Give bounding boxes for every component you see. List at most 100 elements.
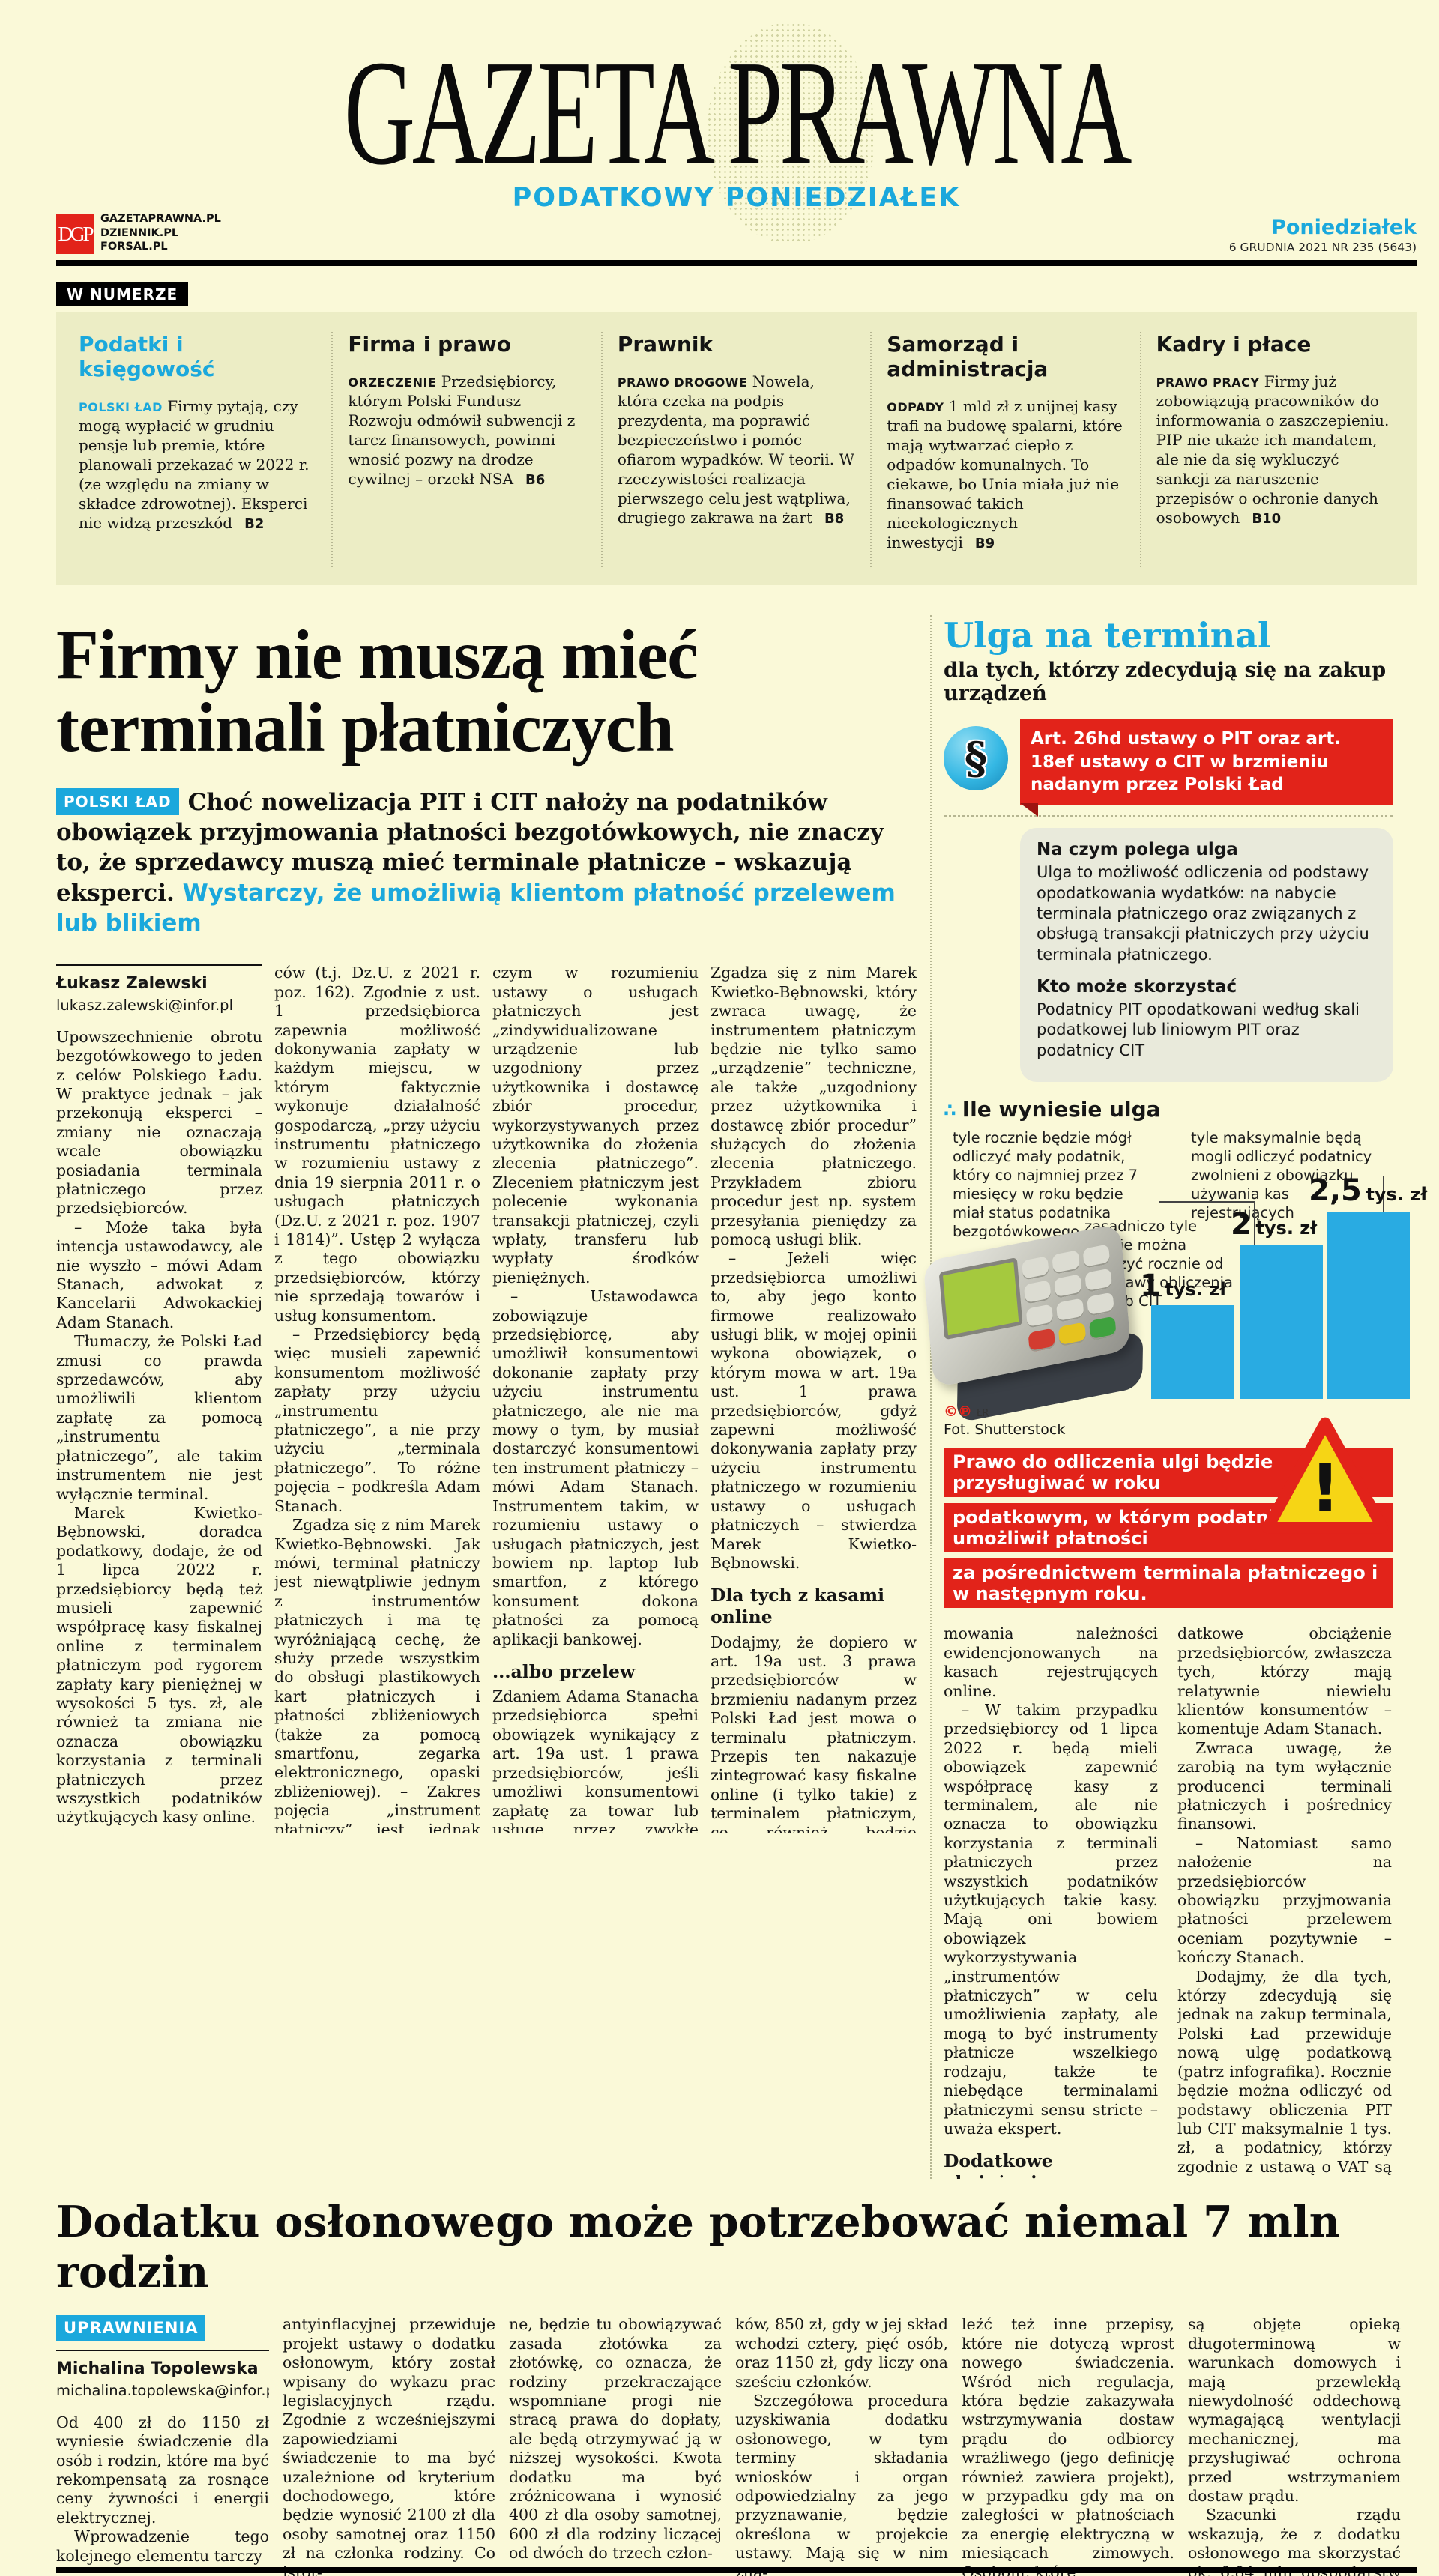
- dgp-logo: DGP: [56, 214, 94, 254]
- globe-halftone-icon: [707, 22, 875, 244]
- bottom-column-4: ków, 850 zł, gdy w jej skład wchodzi czt…: [735, 2315, 948, 2576]
- section-teaser: ORZECZENIE Przedsiębiorcy, którym Polski…: [348, 372, 585, 489]
- article-paragraph: czym w rozumieniu ustawy o usługach płat…: [492, 964, 699, 1287]
- bottom-kicker-badge: UPRAWNIENIA: [56, 2315, 206, 2341]
- article-paragraph: Zgadza się z nim Marek Kwietko-Bębnowski…: [711, 964, 917, 1248]
- terminal-screen: [938, 1257, 1023, 1340]
- author-email: michalina.topolewska@infor.pl: [56, 2381, 269, 2399]
- section-teaser: ODPADY 1 mld zł z unijnej kasy trafi na …: [887, 396, 1124, 552]
- section-kicker: POLSKI ŁAD: [79, 400, 163, 414]
- page-bottom-rule: [56, 2567, 1417, 2574]
- article-paragraph: Upowszechnienie obrotu bezgotówkowego to…: [56, 1027, 262, 1218]
- main-lede: POLSKI ŁAD Choć nowelizacja PIT i CIT nał…: [56, 787, 918, 938]
- infographic-subtitle: dla tych, którzy zdecydują się na zakup …: [944, 659, 1387, 706]
- site-gazetaprawna: GAZETAPRAWNA.PL: [100, 213, 221, 226]
- bottom-column-2: antyinflacyjnej przewiduje projekt ustaw…: [283, 2315, 495, 2576]
- article-paragraph: ców (t.j. Dz.U. z 2021 r. poz. 162). Zgo…: [274, 964, 480, 1325]
- photo-credit: ©℗ ŁR Fot. Shutterstock: [944, 1403, 1393, 1439]
- in-this-issue-strip: Podatki i księgowość POLSKI ŁAD Firmy py…: [56, 312, 1417, 586]
- section-kicker: PRAWO PRACY: [1156, 375, 1260, 390]
- article-paragraph: Dodajmy, że dla tych, którzy zdecydują s…: [1177, 1967, 1392, 2180]
- section-teaser: POLSKI ŁAD Firmy pytają, czy mogą wypłac…: [79, 396, 316, 533]
- main-article: Firmy nie muszą mieć terminali płatniczy…: [56, 615, 918, 2179]
- explainer-title-1: Na czym polega ulga: [1037, 840, 1238, 860]
- page-ref: B10: [1252, 511, 1282, 527]
- section-title: Prawnik: [617, 332, 714, 357]
- bottom-column-5: leźć też inne przepisy, które nie dotycz…: [962, 2315, 1174, 2576]
- article-paragraph: są objęte opieką długoterminową w warunk…: [1188, 2315, 1401, 2505]
- article-columns-continued: mowania należności ewidencjonowanych na …: [944, 1624, 1393, 2179]
- bar-unit: tys. zł: [1255, 1217, 1318, 1239]
- section-text: 1 mld zł z unijnej kasy trafi na budowę …: [887, 397, 1123, 551]
- infographic-title: Ulga na terminal: [944, 615, 1271, 656]
- chart-heading: ∴ Ile wyniesie ulga: [944, 1097, 1393, 1122]
- bottom-column-3: ne, będzie tu obowiązywać zasada złotówk…: [509, 2315, 722, 2576]
- article-paragraph: – Przedsiębiorcy będą więc musieli zapew…: [274, 1325, 480, 1515]
- warning-banner: ! Prawo do odliczenia ulgi będzie przysł…: [944, 1417, 1393, 1609]
- bottom-article: Dodatku osłonowego może potrzebować niem…: [56, 2197, 1417, 2576]
- article-columns: Łukasz Zalewski lukasz.zalewski@infor.pl…: [56, 964, 918, 1833]
- annotation-line: [1254, 1200, 1255, 1255]
- article-paragraph: – Natomiast samo nałożenie na przedsiębi…: [1177, 1833, 1392, 1967]
- page-ref: B6: [525, 472, 546, 488]
- article-column-2: ców (t.j. Dz.U. z 2021 r. poz. 162). Zgo…: [274, 964, 480, 1833]
- infographic-sidebar: Ulga na terminal dla tych, którzy zdecyd…: [923, 615, 1427, 2180]
- section-kicker: ODPADY: [887, 400, 944, 414]
- byline: Łukasz Zalewski lukasz.zalewski@infor.pl: [56, 964, 262, 1014]
- issue-section-prawnik: Prawnik PRAWO DROGOWE Nowela, która czek…: [600, 332, 870, 568]
- lede-highlight: Wystarczy, że umożliwią klientom płatnoś…: [56, 879, 896, 937]
- article-paragraph: leźć też inne przepisy, które nie dotycz…: [962, 2315, 1174, 2576]
- article-paragraph: antyinflacyjnej przewiduje projekt ustaw…: [283, 2315, 495, 2576]
- edition-subtitle: PODATKOWY PONIEDZIAŁEK: [512, 183, 961, 213]
- newspaper-logo: GAZETA PRAWNA: [343, 29, 1132, 196]
- article-paragraph: Zgadza się z nim Marek Kwietko-Bębnowski…: [274, 1516, 480, 1833]
- bar-label-1: 1 tys. zł: [1140, 1269, 1245, 1303]
- section-title: Samorząd i administracja: [887, 332, 1049, 381]
- section-teaser: PRAWO PRACY Firmy już zobowiązują pracow…: [1156, 372, 1394, 527]
- section-title: Kadry i płace: [1156, 332, 1312, 357]
- section-text: Nowela, która czeka na podpis prezydenta…: [617, 372, 855, 527]
- main-headline: Firmy nie muszą mieć terminali płatniczy…: [56, 617, 699, 767]
- bottom-columns: UPRAWNIENIA Michalina Topolewska michali…: [56, 2315, 1417, 2576]
- bar-unit: tys. zł: [1165, 1278, 1227, 1300]
- copyright-marks: ©℗: [944, 1403, 972, 1420]
- author-name: Michalina Topolewska: [56, 2359, 259, 2379]
- chart-title: Ile wyniesie ulga: [962, 1096, 1161, 1122]
- article-subhead: Dla tych z kasami online: [711, 1585, 885, 1628]
- article-paragraph: – Może taka była intencja ustawodawcy, a…: [56, 1218, 262, 1331]
- byline: Michalina Topolewska michalina.topolewsk…: [56, 2359, 269, 2399]
- bullet-dots-icon: ∴: [944, 1099, 956, 1121]
- issue-section-samorzad: Samorząd i administracja ODPADY 1 mld zł…: [870, 332, 1139, 568]
- svg-text:!: !: [1310, 1450, 1340, 1527]
- section-text: Firmy już zobowiązują pracowników do inf…: [1156, 372, 1390, 527]
- article-paragraph: Zdaniem Adama Stanacha przedsiębiorca sp…: [492, 1687, 699, 1833]
- article-paragraph: Szacunki rządu wskazują, że z dodatku os…: [1188, 2506, 1401, 2576]
- section-kicker: PRAWO DROGOWE: [617, 375, 748, 390]
- author-name: Łukasz Zalewski: [56, 974, 208, 994]
- article-paragraph: Tłumaczy, że Polski Ład zmusi co prawda …: [56, 1332, 262, 1503]
- author-email: lukasz.zalewski@infor.pl: [56, 996, 233, 1014]
- warning-line-3: za pośrednictwem terminala płatniczego i…: [944, 1558, 1393, 1609]
- article-paragraph: ków, 850 zł, gdy w jej skład wchodzi czt…: [735, 2315, 948, 2391]
- section-title: Firma i prawo: [348, 332, 511, 357]
- page-ref: B9: [974, 536, 995, 551]
- article-column-6: datkowe obciążenie przedsiębiorców, zwła…: [1177, 1624, 1392, 2179]
- bar-unit: tys. zł: [1366, 1183, 1428, 1205]
- issue-section-firma: Firma i prawo ORZECZENIE Przedsiębiorcy,…: [331, 332, 600, 568]
- bar-2tys: [1240, 1245, 1323, 1399]
- bar-value: 2,5: [1309, 1173, 1362, 1208]
- bar-value: 2: [1231, 1206, 1252, 1242]
- bar-value: 1: [1140, 1268, 1161, 1303]
- bar-chart: tyle rocznie będzie mógł odliczyć mały p…: [923, 1129, 1427, 1424]
- section-kicker: ORZECZENIE: [348, 375, 437, 390]
- page-ref: B8: [824, 511, 845, 527]
- article-paragraph: Dodajmy, że dopiero w art. 19a ust. 3 pr…: [711, 1633, 917, 1833]
- article-kicker-badge: POLSKI ŁAD: [56, 787, 179, 815]
- article-paragraph: datkowe obciążenie przedsiębiorców, zwła…: [1177, 1624, 1392, 1738]
- article-column-5: mowania należności ewidencjonowanych na …: [944, 1624, 1158, 2179]
- infographic-explainer-box: Na czym polega ulga Ulga to możliwość od…: [1020, 828, 1393, 1082]
- main-section: Firmy nie muszą mieć terminali płatniczy…: [56, 615, 1427, 2180]
- article-paragraph: ne, będzie tu obowiązywać zasada złotówk…: [509, 2315, 722, 2563]
- section-title: Podatki i księgowość: [79, 332, 215, 381]
